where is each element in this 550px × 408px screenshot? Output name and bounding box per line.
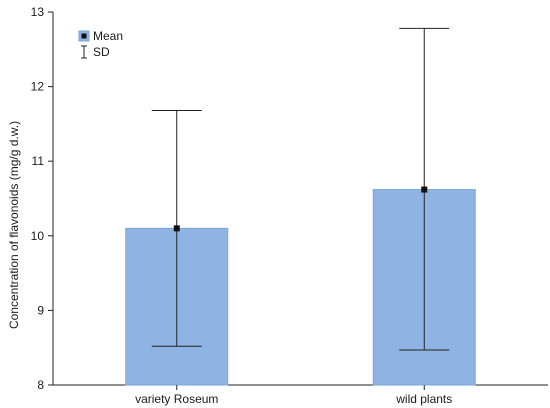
y-tick-label: 8 — [37, 378, 44, 392]
legend-label-sd: SD — [93, 45, 110, 59]
x-tick-label: variety Roseum — [135, 392, 218, 406]
mean-marker — [421, 186, 428, 193]
y-tick-label: 9 — [37, 303, 44, 317]
y-axis-title: Concentration of flavonoids (mg/g d.w.) — [7, 121, 21, 329]
y-tick-label: 10 — [31, 229, 45, 243]
legend-label-mean: Mean — [93, 29, 123, 43]
x-tick-label: wild plants — [395, 392, 452, 406]
legend: Mean SD — [78, 29, 123, 59]
plot-area: 8 9 10 11 12 13 variety Roseum wild plants — [31, 5, 548, 406]
y-tick-label: 12 — [31, 80, 45, 94]
y-tick-label: 11 — [32, 154, 45, 168]
y-tick-label: 13 — [31, 5, 45, 19]
legend-mean-marker — [81, 33, 87, 39]
mean-marker — [173, 225, 180, 232]
